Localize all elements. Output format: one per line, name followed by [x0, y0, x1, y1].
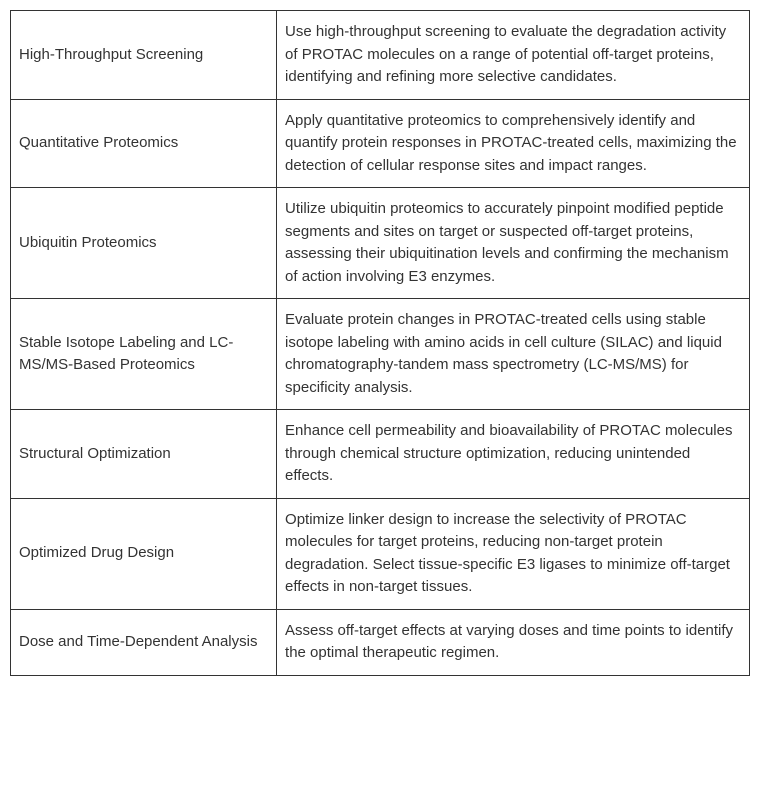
- table-row: Ubiquitin Proteomics Utilize ubiquitin p…: [11, 188, 750, 299]
- method-label: High-Throughput Screening: [11, 11, 277, 100]
- method-label: Stable Isotope Labeling and LC-MS/MS-Bas…: [11, 299, 277, 410]
- table-row: Dose and Time-Dependent Analysis Assess …: [11, 609, 750, 675]
- table-row: Quantitative Proteomics Apply quantitati…: [11, 99, 750, 188]
- table-body: High-Throughput Screening Use high-throu…: [11, 11, 750, 676]
- method-label: Optimized Drug Design: [11, 498, 277, 609]
- method-description: Evaluate protein changes in PROTAC-treat…: [277, 299, 750, 410]
- method-description: Enhance cell permeability and bioavailab…: [277, 410, 750, 499]
- method-description: Utilize ubiquitin proteomics to accurate…: [277, 188, 750, 299]
- table-row: Structural Optimization Enhance cell per…: [11, 410, 750, 499]
- protac-methods-table: High-Throughput Screening Use high-throu…: [10, 10, 750, 676]
- method-description: Optimize linker design to increase the s…: [277, 498, 750, 609]
- method-label: Quantitative Proteomics: [11, 99, 277, 188]
- method-description: Assess off-target effects at varying dos…: [277, 609, 750, 675]
- method-label: Ubiquitin Proteomics: [11, 188, 277, 299]
- table-row: High-Throughput Screening Use high-throu…: [11, 11, 750, 100]
- method-label: Structural Optimization: [11, 410, 277, 499]
- method-description: Apply quantitative proteomics to compreh…: [277, 99, 750, 188]
- table-row: Stable Isotope Labeling and LC-MS/MS-Bas…: [11, 299, 750, 410]
- table-row: Optimized Drug Design Optimize linker de…: [11, 498, 750, 609]
- method-label: Dose and Time-Dependent Analysis: [11, 609, 277, 675]
- method-description: Use high-throughput screening to evaluat…: [277, 11, 750, 100]
